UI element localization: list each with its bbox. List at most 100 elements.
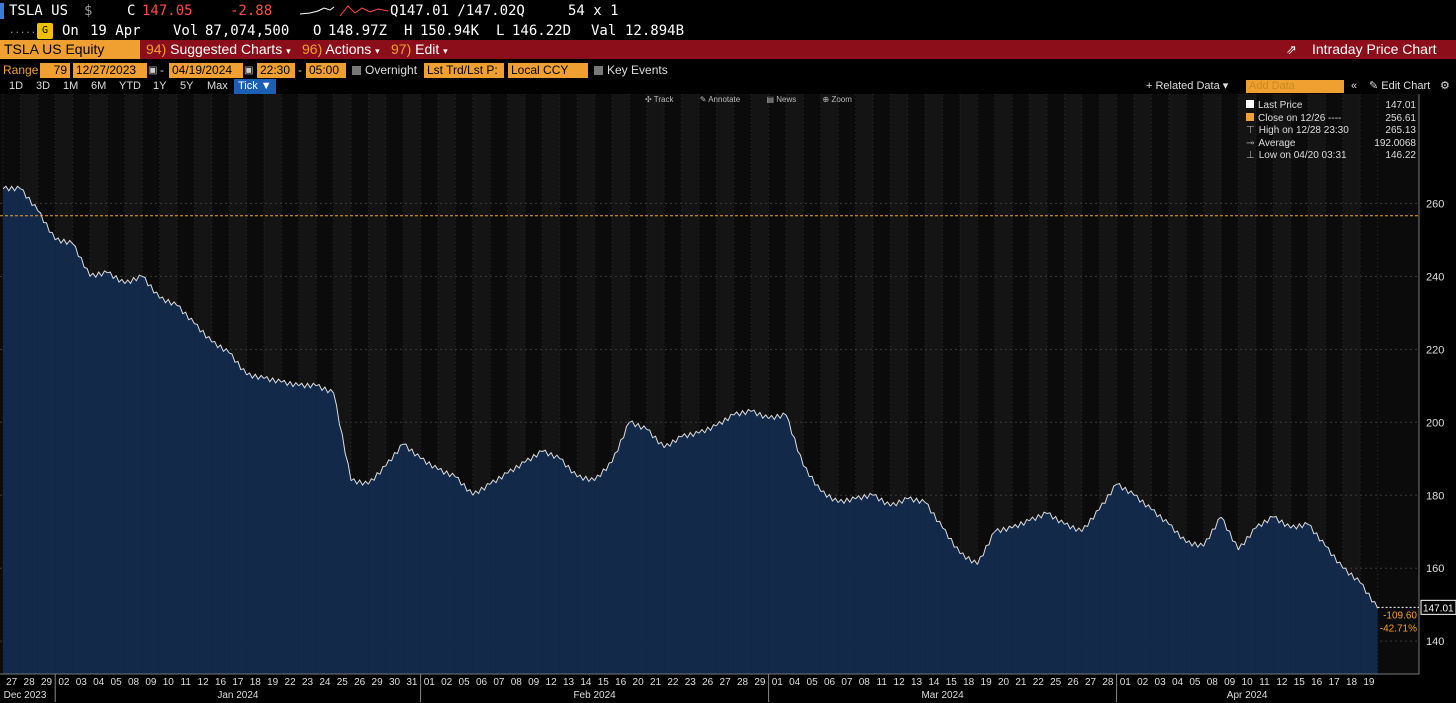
key-events-checkbox[interactable] xyxy=(594,66,603,75)
price-bar xyxy=(37,210,56,674)
tick-button[interactable]: Tick ▼ xyxy=(234,79,276,94)
price-line-segment xyxy=(629,420,648,431)
price-line-segment xyxy=(559,458,578,478)
start-time-input[interactable]: 22:30 xyxy=(257,63,295,78)
price-line-segment xyxy=(1185,540,1204,549)
x-tick-label: 07 xyxy=(841,677,853,688)
high-price: 150.94K xyxy=(420,23,480,39)
external-link-icon[interactable]: ⇗ xyxy=(1286,42,1297,57)
news-button[interactable]: ▤ News xyxy=(766,95,797,104)
price-bar xyxy=(455,477,473,674)
price-line-segment xyxy=(855,492,874,501)
price-line-segment xyxy=(663,435,682,449)
x-tick-label: 21 xyxy=(650,677,662,688)
annotate-button[interactable]: ✎ Annotate xyxy=(699,95,741,104)
x-tick-label: 14 xyxy=(928,677,940,688)
volume-label: Vol xyxy=(173,23,199,39)
collapse-icon[interactable]: « xyxy=(1351,80,1358,92)
security-field[interactable]: TSLA US Equity xyxy=(0,40,140,59)
price-line-segment xyxy=(437,467,456,478)
gear-icon[interactable]: ⚙ xyxy=(1440,80,1450,92)
price-line-segment xyxy=(785,414,804,467)
x-tick-label: 16 xyxy=(215,677,227,688)
legend-close[interactable]: Close on 12/26 ---- 256.61 xyxy=(1246,112,1416,126)
calendar-icon[interactable]: ▣ xyxy=(148,65,158,76)
field-select[interactable]: Lst Trd/Lst P: xyxy=(424,63,504,78)
x-tick-label: 21 xyxy=(1015,677,1027,688)
suggested-charts-menu[interactable]: 94) Suggested Charts ▾ xyxy=(146,41,291,57)
actions-menu[interactable]: 96) Actions ▾ xyxy=(302,41,380,57)
timeframe-3d[interactable]: 3D xyxy=(36,80,51,92)
price-line-segment xyxy=(576,474,595,483)
track-button[interactable]: ✣ Track xyxy=(645,95,674,104)
legend-low: ⊥ Low on 04/20 03:31 146.22 xyxy=(1246,150,1416,161)
price-bar xyxy=(733,409,752,674)
range-value-input[interactable]: 79 xyxy=(40,63,70,78)
timeframe-6m[interactable]: 6M xyxy=(91,80,107,92)
price-bar xyxy=(403,444,421,674)
price-bar xyxy=(246,373,264,674)
price-bar xyxy=(124,275,143,674)
timeframe-1m[interactable]: 1M xyxy=(63,80,79,92)
price-line-segment xyxy=(1255,515,1274,529)
price-line-segment xyxy=(37,210,56,241)
x-tick-label: 12 xyxy=(198,677,210,688)
x-tick-label: 09 xyxy=(528,677,540,688)
overnight-checkbox[interactable] xyxy=(352,66,361,75)
price-bar xyxy=(786,415,804,674)
close-label: C xyxy=(127,3,136,19)
timeframe-1d[interactable]: 1D xyxy=(9,80,24,92)
currency-select[interactable]: Local CCY xyxy=(508,63,588,78)
timeframe-max[interactable]: Max xyxy=(207,80,228,92)
price-bar xyxy=(559,458,578,674)
price-bar xyxy=(838,497,856,674)
calendar-icon[interactable]: ▣ xyxy=(244,65,254,76)
open-price: 148.97Z xyxy=(328,23,388,39)
price-line-segment xyxy=(837,496,856,505)
price-line-segment xyxy=(611,422,630,463)
timeframe-1y[interactable]: 1Y xyxy=(153,80,167,92)
x-tick-label: 06 xyxy=(476,677,488,688)
quote-date: 19 Apr xyxy=(90,23,141,39)
timeframe-5y[interactable]: 5Y xyxy=(180,80,194,92)
zoom-button[interactable]: ⊕ Zoom xyxy=(822,95,852,104)
x-tick-label: 19 xyxy=(981,677,993,688)
price-line-segment xyxy=(20,188,39,211)
price-line-segment xyxy=(1081,509,1100,532)
price-line-segment xyxy=(72,243,91,277)
y-tick-label: 240 xyxy=(1426,271,1444,283)
x-tick-label: 11 xyxy=(1259,677,1270,688)
start-date-input[interactable]: 12/27/2023 xyxy=(73,63,147,78)
edit-chart-button[interactable]: ✎ Edit Chart xyxy=(1369,80,1431,92)
x-tick-label: 29 xyxy=(754,677,766,688)
price-bar xyxy=(768,413,786,674)
related-data-button[interactable]: + Related Data ▾ xyxy=(1146,80,1229,92)
price-bar xyxy=(90,270,108,674)
price-bar xyxy=(1221,517,1239,674)
price-bar xyxy=(1290,522,1308,674)
price-line-segment xyxy=(507,461,526,474)
legend-last-price[interactable]: Last Price 147.01 xyxy=(1246,100,1416,113)
x-tick-label: 18 xyxy=(250,677,262,688)
add-data-placeholder: Add Data xyxy=(1249,80,1295,92)
price-bar xyxy=(229,353,247,674)
end-time-input[interactable]: 05:00 xyxy=(306,63,346,78)
x-tick-label: 26 xyxy=(702,677,714,688)
bid-ask-size: 54 x 1 xyxy=(568,3,619,19)
price-bar xyxy=(72,243,90,674)
edit-menu[interactable]: 97) Edit ▾ xyxy=(391,41,448,57)
overnight-label: Overnight xyxy=(365,63,418,77)
add-data-input[interactable] xyxy=(1246,80,1344,93)
timeframe-ytd[interactable]: YTD xyxy=(119,80,141,92)
price-bar xyxy=(1099,484,1117,674)
end-date-input[interactable]: 04/19/2024 xyxy=(169,63,243,78)
value-label: Val xyxy=(591,23,617,39)
y-axis: 140 160 180 200 220 240 260 xyxy=(1426,198,1444,648)
x-tick-label: 17 xyxy=(1329,677,1341,688)
x-tick-label: 08 xyxy=(511,677,523,688)
price-bar xyxy=(525,450,543,674)
x-tick-label: 12 xyxy=(1276,677,1288,688)
price-line-segment xyxy=(455,476,474,496)
x-tick-label: 27 xyxy=(6,677,18,688)
